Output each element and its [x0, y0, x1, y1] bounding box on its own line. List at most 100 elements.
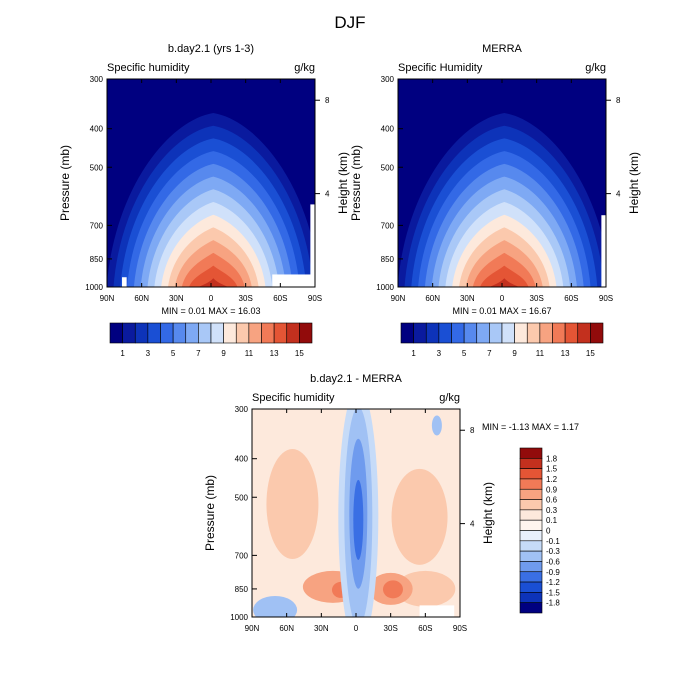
colorbar-swatch: [519, 561, 543, 573]
colorbar-swatch: [519, 509, 543, 521]
right-tick-label: 4: [470, 520, 475, 529]
y-tick-label: 1000: [230, 613, 248, 622]
colorbar-swatch: [235, 322, 250, 344]
x-tick-label: 60S: [564, 294, 578, 303]
y-axis-label: Pressure (mb): [349, 145, 363, 221]
figure-title: DJF: [334, 13, 365, 32]
colorbar-label: -0.6: [546, 557, 560, 566]
y-tick-label: 500: [381, 163, 395, 172]
x-tick-label: 30S: [530, 294, 544, 303]
x-tick-label: 30S: [239, 294, 253, 303]
right-tick-label: 8: [325, 96, 330, 105]
contour-band: [198, 278, 228, 287]
y-tick-label: 300: [381, 75, 395, 84]
colorbar-label: 1: [120, 349, 125, 358]
colorbar-label: -0.3: [546, 547, 560, 556]
y-tick-label: 300: [235, 405, 249, 414]
y-tick-label: 850: [381, 255, 395, 264]
colorbar-label: 1.8: [546, 454, 558, 463]
panel-title: b.day2.1 - MERRA: [310, 373, 402, 385]
colorbar-swatch: [223, 322, 237, 344]
colorbar-label: -1.8: [546, 599, 560, 608]
colorbar-swatch: [519, 530, 543, 542]
min-max-stats: MIN = 0.01 MAX = 16.03: [161, 306, 260, 316]
panel-title: MERRA: [482, 43, 522, 55]
contour-blob: [382, 580, 403, 599]
variable-label: Specific humidity: [107, 62, 190, 74]
y-axis-label: Pressure (mb): [58, 145, 72, 221]
colorbar-label: 5: [171, 349, 176, 358]
colorbar-swatch: [519, 519, 543, 531]
colorbar-swatch: [489, 322, 503, 344]
colorbar-swatch: [519, 458, 543, 469]
colorbar-swatch: [299, 322, 313, 344]
colorbar-label: 7: [487, 349, 492, 358]
y-tick-label: 700: [235, 551, 249, 560]
missing-data-patch: [601, 215, 606, 287]
colorbar-swatch: [519, 550, 543, 562]
colorbar-label: 5: [462, 349, 467, 358]
x-tick-label: 60N: [134, 294, 149, 303]
colorbar-swatch: [526, 322, 541, 344]
units-label: g/kg: [294, 62, 315, 74]
colorbar-label: 15: [295, 349, 304, 358]
colorbar-label: -0.1: [546, 537, 560, 546]
x-tick-label: 0: [354, 624, 359, 633]
colorbar-swatch: [476, 322, 490, 344]
colorbar-swatch: [109, 322, 123, 344]
y-tick-label: 850: [235, 585, 249, 594]
colorbar-label: 9: [512, 349, 517, 358]
contour-field: [107, 79, 315, 287]
missing-data-patch: [419, 605, 455, 617]
colorbar-label: 1.5: [546, 465, 558, 474]
min-max-stats: MIN = 0.01 MAX = 16.67: [452, 306, 551, 316]
colorbar-swatch: [519, 571, 543, 583]
colorbar: 1 3 5 7 9 11 13 15: [109, 322, 313, 358]
colorbar-swatch: [519, 499, 543, 511]
colorbar-swatch: [198, 322, 212, 344]
contour-blob: [353, 479, 364, 560]
colorbar-swatch: [552, 322, 566, 344]
colorbar-swatch: [122, 322, 136, 344]
colorbar-swatch: [564, 322, 579, 344]
y-tick-label: 400: [381, 125, 395, 134]
y-tick-label: 850: [90, 255, 104, 264]
x-tick-label: 60N: [279, 624, 294, 633]
contour-field: [252, 409, 460, 617]
y-tick-label: 700: [90, 221, 104, 230]
y-tick-label: 300: [90, 75, 104, 84]
x-tick-label: 90S: [453, 624, 467, 633]
y-tick-label: 500: [90, 163, 104, 172]
y-tick-label: 1000: [85, 283, 103, 292]
panels: b.day2.1 (yrs 1-3) Specific humidity g/kg 9…: [58, 43, 641, 633]
variable-label: Specific Humidity: [398, 62, 483, 74]
colorbar-swatch: [134, 322, 149, 344]
units-label: g/kg: [439, 392, 460, 404]
y-tick-label: 500: [235, 493, 249, 502]
colorbar-swatch: [210, 322, 224, 344]
colorbar-swatch: [519, 478, 543, 490]
colorbar-swatch: [451, 322, 465, 344]
right-axis-label: Height (km): [481, 482, 495, 544]
colorbar-label: 13: [561, 349, 570, 358]
x-tick-label: 90N: [100, 294, 115, 303]
colorbar-swatch: [519, 447, 543, 459]
colorbar-label: 13: [270, 349, 279, 358]
colorbar-swatch: [519, 468, 543, 480]
colorbar-label: -1.5: [546, 588, 560, 597]
contour-blob: [391, 468, 448, 565]
right-axis-label: Height (km): [336, 152, 350, 214]
colorbar-swatch: [519, 581, 543, 593]
chart-panel-1: MERRA Specific Humidity g/kg 90N 60N 30N 0 30S 6…: [349, 43, 641, 358]
contour-blob: [253, 595, 298, 617]
x-tick-label: 60S: [418, 624, 432, 633]
x-tick-label: 30N: [460, 294, 475, 303]
right-tick-label: 8: [616, 96, 621, 105]
colorbar-swatch: [519, 488, 543, 500]
colorbar-swatch: [425, 322, 440, 344]
colorbar-swatch: [577, 322, 591, 344]
colorbar-label: 0: [546, 527, 551, 536]
chart-panel-2: b.day2.1 - MERRA Specific humidity g/kg 90N…: [203, 373, 579, 633]
colorbar-swatch: [519, 540, 543, 552]
x-tick-label: 30N: [314, 624, 329, 633]
